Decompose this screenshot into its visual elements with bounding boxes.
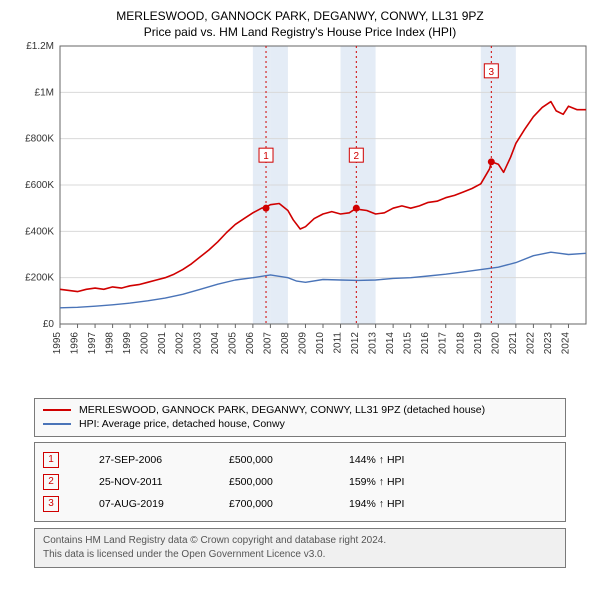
- svg-text:£600K: £600K: [25, 180, 54, 191]
- svg-text:2007: 2007: [262, 332, 273, 355]
- legend-row-property: MERLESWOOD, GANNOCK PARK, DEGANWY, CONWY…: [43, 403, 557, 417]
- legend-label-hpi: HPI: Average price, detached house, Conw…: [79, 418, 285, 430]
- legend: MERLESWOOD, GANNOCK PARK, DEGANWY, CONWY…: [34, 398, 566, 437]
- footer: Contains HM Land Registry data © Crown c…: [34, 528, 566, 568]
- svg-text:£1.2M: £1.2M: [26, 42, 54, 52]
- svg-text:2002: 2002: [175, 332, 186, 355]
- event-date-1: 27-SEP-2006: [99, 454, 189, 466]
- svg-text:2022: 2022: [525, 332, 536, 355]
- event-marker-1: 1: [43, 452, 59, 468]
- event-row-3: 3 07-AUG-2019 £700,000 194% ↑ HPI: [43, 493, 557, 515]
- svg-text:2010: 2010: [315, 332, 326, 355]
- svg-text:1998: 1998: [105, 332, 116, 355]
- legend-swatch-property: [43, 409, 71, 411]
- svg-text:£400K: £400K: [25, 226, 54, 237]
- svg-text:2018: 2018: [455, 332, 466, 355]
- event-row-2: 2 25-NOV-2011 £500,000 159% ↑ HPI: [43, 471, 557, 493]
- svg-text:1: 1: [263, 151, 269, 162]
- svg-text:3: 3: [489, 67, 495, 78]
- svg-text:2: 2: [354, 151, 360, 162]
- svg-text:1996: 1996: [70, 332, 81, 355]
- event-date-3: 07-AUG-2019: [99, 498, 189, 510]
- event-marker-3: 3: [43, 496, 59, 512]
- title-block: MERLESWOOD, GANNOCK PARK, DEGANWY, CONWY…: [0, 0, 600, 40]
- svg-text:£800K: £800K: [25, 134, 54, 145]
- events-table: 1 27-SEP-2006 £500,000 144% ↑ HPI 2 25-N…: [34, 442, 566, 522]
- svg-text:2009: 2009: [297, 332, 308, 355]
- event-price-1: £500,000: [229, 454, 309, 466]
- svg-text:2021: 2021: [508, 332, 519, 355]
- event-price-2: £500,000: [229, 476, 309, 488]
- svg-text:2012: 2012: [350, 332, 361, 355]
- svg-text:2006: 2006: [245, 332, 256, 355]
- title-line-2: Price paid vs. HM Land Registry's House …: [0, 24, 600, 40]
- svg-text:1995: 1995: [52, 332, 63, 355]
- chart: £0 £200K £400K £600K £800K £1M £1.2M 1995 1996 19…: [10, 42, 590, 382]
- svg-text:2003: 2003: [192, 332, 203, 355]
- legend-row-hpi: HPI: Average price, detached house, Conw…: [43, 417, 557, 431]
- title-line-1: MERLESWOOD, GANNOCK PARK, DEGANWY, CONWY…: [0, 8, 600, 24]
- svg-text:£0: £0: [43, 319, 55, 330]
- svg-text:£200K: £200K: [25, 273, 54, 284]
- svg-text:2011: 2011: [333, 332, 344, 354]
- svg-text:1999: 1999: [122, 332, 133, 355]
- event-delta-3: 194% ↑ HPI: [349, 498, 404, 510]
- chart-container: MERLESWOOD, GANNOCK PARK, DEGANWY, CONWY…: [0, 0, 600, 590]
- svg-text:2004: 2004: [210, 332, 221, 355]
- svg-text:£1M: £1M: [35, 87, 54, 98]
- footer-line-1: Contains HM Land Registry data © Crown c…: [43, 534, 557, 548]
- svg-text:1997: 1997: [87, 332, 98, 355]
- event-marker-2: 2: [43, 474, 59, 490]
- svg-text:2000: 2000: [140, 332, 151, 355]
- svg-text:2014: 2014: [385, 332, 396, 355]
- svg-text:2005: 2005: [227, 332, 238, 355]
- event-price-3: £700,000: [229, 498, 309, 510]
- chart-svg: £0 £200K £400K £600K £800K £1M £1.2M 1995 1996 19…: [10, 42, 590, 382]
- svg-text:2015: 2015: [403, 332, 414, 355]
- legend-label-property: MERLESWOOD, GANNOCK PARK, DEGANWY, CONWY…: [79, 404, 485, 416]
- legend-swatch-hpi: [43, 423, 71, 425]
- svg-text:2020: 2020: [490, 332, 501, 355]
- svg-text:2013: 2013: [368, 332, 379, 355]
- svg-text:2001: 2001: [157, 332, 168, 355]
- svg-text:2017: 2017: [438, 332, 449, 355]
- event-row-1: 1 27-SEP-2006 £500,000 144% ↑ HPI: [43, 449, 557, 471]
- event-delta-1: 144% ↑ HPI: [349, 454, 404, 466]
- svg-text:2024: 2024: [560, 332, 571, 355]
- svg-text:2019: 2019: [473, 332, 484, 355]
- event-date-2: 25-NOV-2011: [99, 476, 189, 488]
- footer-line-2: This data is licensed under the Open Gov…: [43, 548, 557, 562]
- svg-text:2008: 2008: [280, 332, 291, 355]
- svg-text:2023: 2023: [543, 332, 554, 355]
- svg-text:2016: 2016: [420, 332, 431, 355]
- event-delta-2: 159% ↑ HPI: [349, 476, 404, 488]
